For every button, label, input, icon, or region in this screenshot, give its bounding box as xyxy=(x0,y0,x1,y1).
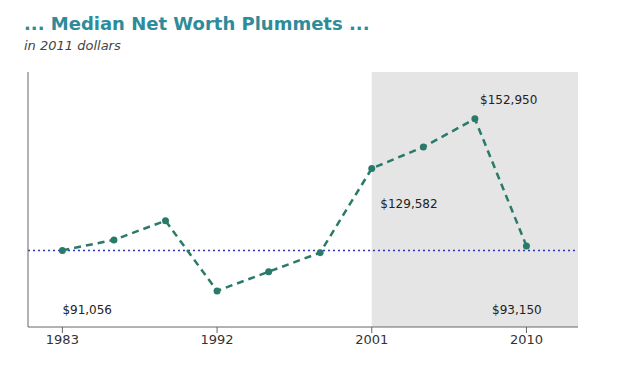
svg-text:1983: 1983 xyxy=(46,332,79,347)
html-text:in 2011 dollars: in 2011 dollars xyxy=(24,38,121,53)
svg-text:1992: 1992 xyxy=(201,332,234,347)
svg-text:$93,150: $93,150 xyxy=(492,303,542,317)
svg-text:$129,582: $129,582 xyxy=(380,197,437,211)
svg-text:2001: 2001 xyxy=(355,332,388,347)
svg-text:2010: 2010 xyxy=(510,332,543,347)
svg-text:$152,950: $152,950 xyxy=(480,93,537,107)
svg-text:$91,056: $91,056 xyxy=(62,303,112,317)
html-text:... Median Net Worth Plummets: ... Median Net Worth Plummets ... xyxy=(24,13,370,34)
